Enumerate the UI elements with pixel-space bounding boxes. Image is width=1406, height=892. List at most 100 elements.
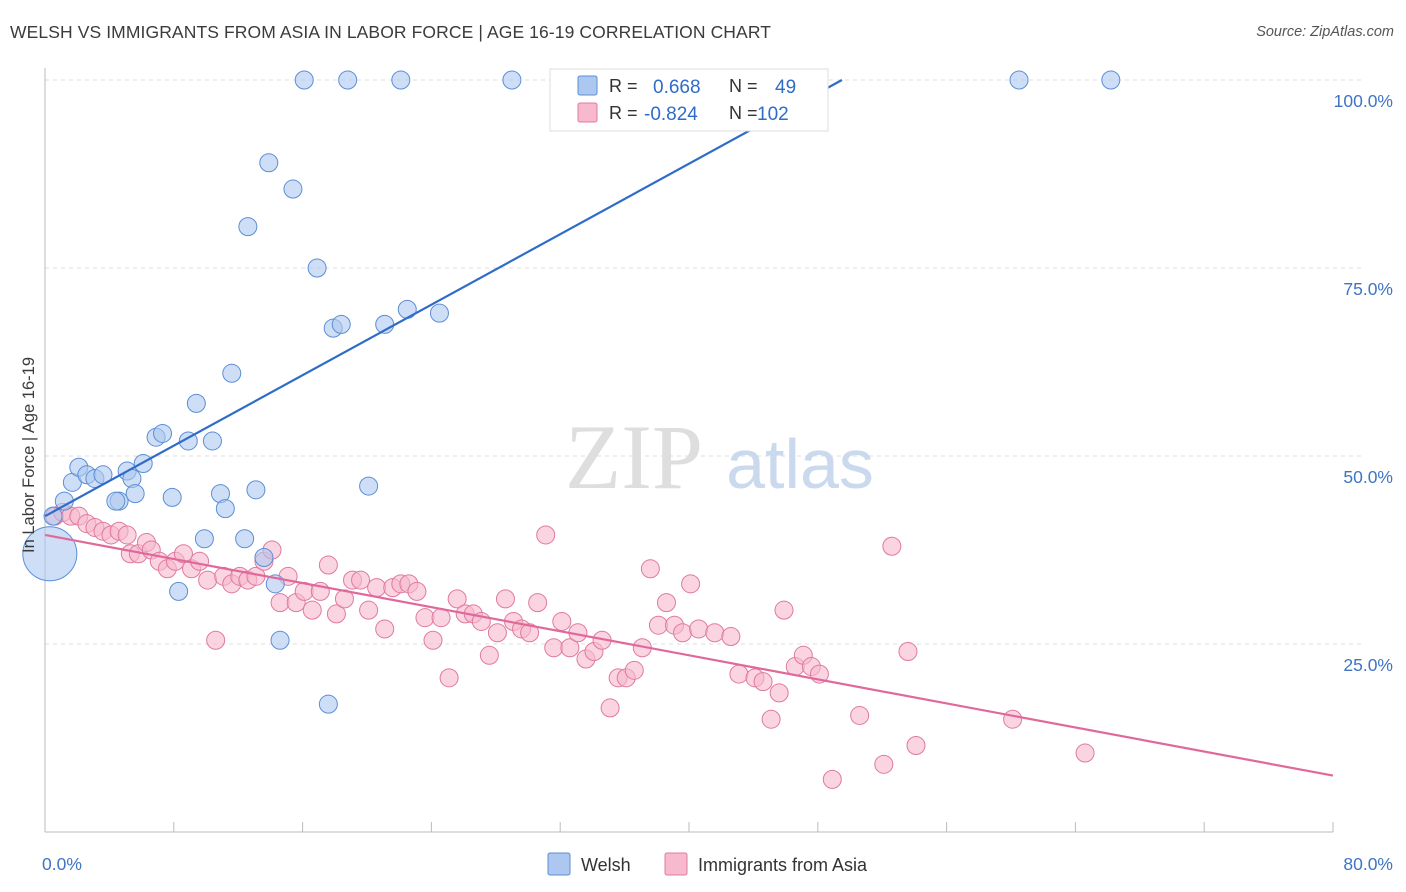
- welsh-n-value: 49: [775, 77, 796, 98]
- asia-data-point: [1003, 709, 1023, 729]
- welsh-r-value: 0.668: [653, 77, 701, 98]
- asia-data-point: [874, 754, 894, 774]
- asia-data-point: [721, 626, 741, 646]
- welsh-data-point: [429, 303, 449, 323]
- welsh-data-point: [222, 363, 242, 383]
- axes: [44, 68, 1334, 833]
- x-tick-label: 0.0%: [42, 854, 82, 874]
- asia-data-point: [367, 578, 387, 598]
- asia-data-point: [173, 544, 193, 564]
- asia-data-point: [375, 619, 395, 639]
- asia-data-point: [689, 619, 709, 639]
- asia-r-value: -0.824: [644, 104, 698, 125]
- r-label: R =: [609, 76, 638, 96]
- asia-n-value: 102: [757, 104, 789, 125]
- asia-data-point: [640, 559, 660, 579]
- asia-data-point: [415, 608, 435, 628]
- chart-title: WELSH VS IMMIGRANTS FROM ASIA IN LABOR F…: [10, 22, 772, 42]
- welsh-data-point: [186, 393, 206, 413]
- asia-data-point: [351, 570, 371, 590]
- welsh-data-point: [162, 487, 182, 507]
- asia-data-point: [648, 615, 668, 635]
- welsh-data-point: [294, 70, 314, 90]
- welsh-data-point: [318, 694, 338, 714]
- welsh-data-point: [1009, 70, 1029, 90]
- welsh-legend-swatch: [547, 852, 571, 876]
- asia-data-point: [729, 664, 749, 684]
- asia-data-point: [761, 709, 781, 729]
- r-label: R =: [609, 103, 638, 123]
- asia-data-point: [487, 623, 507, 643]
- asia-data-point: [705, 623, 725, 643]
- welsh-data-point: [215, 499, 235, 519]
- asia-legend-label: Immigrants from Asia: [698, 855, 868, 875]
- asia-data-point: [270, 593, 290, 613]
- asia-data-point: [528, 593, 548, 613]
- welsh-data-point: [259, 153, 279, 173]
- asia-data-point: [552, 611, 572, 631]
- asia-data-point: [753, 672, 773, 692]
- source-label: Source: ZipAtlas.com: [1256, 24, 1394, 40]
- asia-data-point: [673, 623, 693, 643]
- asia-data-point: [882, 536, 902, 556]
- watermark: ZIP atlas: [565, 406, 874, 508]
- x-tick-label: 80.0%: [1343, 854, 1393, 874]
- welsh-legend-swatch: [577, 75, 598, 96]
- welsh-data-point: [194, 529, 214, 549]
- welsh-trend-line: [44, 79, 843, 518]
- welsh-data-point: [22, 526, 78, 582]
- asia-data-point: [359, 600, 379, 620]
- x-axis-ticks: [173, 822, 1334, 832]
- trend-lines: [44, 79, 1334, 777]
- welsh-data-point: [283, 179, 303, 199]
- y-tick-label: 50.0%: [1343, 467, 1393, 487]
- asia-data-point: [656, 593, 676, 613]
- welsh-data-point: [307, 258, 327, 278]
- welsh-data-point: [202, 431, 222, 451]
- asia-data-point: [822, 769, 842, 789]
- asia-data-point: [423, 630, 443, 650]
- welsh-data-point: [43, 506, 63, 526]
- asia-data-point: [479, 645, 499, 665]
- asia-data-point: [302, 600, 322, 620]
- asia-data-point: [326, 604, 346, 624]
- welsh-data-point: [246, 480, 266, 500]
- welsh-data-point: [338, 70, 358, 90]
- asia-data-point: [407, 581, 427, 601]
- welsh-data-point: [169, 581, 189, 601]
- welsh-data-point: [235, 529, 255, 549]
- asia-data-point: [190, 551, 210, 571]
- welsh-data-point: [254, 548, 274, 568]
- asia-data-point: [431, 608, 451, 628]
- y-axis-title: In Labor Force | Age 16-19: [20, 357, 38, 553]
- asia-data-point: [774, 600, 794, 620]
- welsh-scatter-points: [22, 70, 1121, 714]
- asia-data-point: [536, 525, 556, 545]
- asia-legend-swatch: [577, 102, 598, 123]
- welsh-data-point: [125, 484, 145, 504]
- asia-data-point: [560, 638, 580, 658]
- asia-data-point: [206, 630, 226, 650]
- watermark-zip: ZIP: [565, 406, 703, 508]
- welsh-data-point: [331, 314, 351, 334]
- welsh-data-point: [391, 70, 411, 90]
- n-label: N =: [729, 76, 758, 96]
- welsh-data-point: [502, 70, 522, 90]
- welsh-legend-label: Welsh: [581, 855, 631, 875]
- n-label: N =: [729, 103, 758, 123]
- x-tick-labels: 0.0% 80.0%: [42, 854, 1393, 874]
- asia-data-point: [439, 668, 459, 688]
- watermark-atlas: atlas: [726, 425, 874, 503]
- welsh-data-point: [270, 630, 290, 650]
- asia-data-point: [769, 683, 789, 703]
- welsh-data-point: [153, 423, 173, 443]
- asia-data-point: [906, 736, 926, 756]
- asia-data-point: [520, 623, 540, 643]
- grid-lines: [45, 79, 1363, 645]
- asia-data-point: [681, 574, 701, 594]
- welsh-data-point: [106, 491, 126, 511]
- asia-data-point: [624, 660, 644, 680]
- asia-data-point: [544, 638, 564, 658]
- y-tick-labels: 25.0% 50.0% 75.0% 100.0%: [1334, 91, 1393, 675]
